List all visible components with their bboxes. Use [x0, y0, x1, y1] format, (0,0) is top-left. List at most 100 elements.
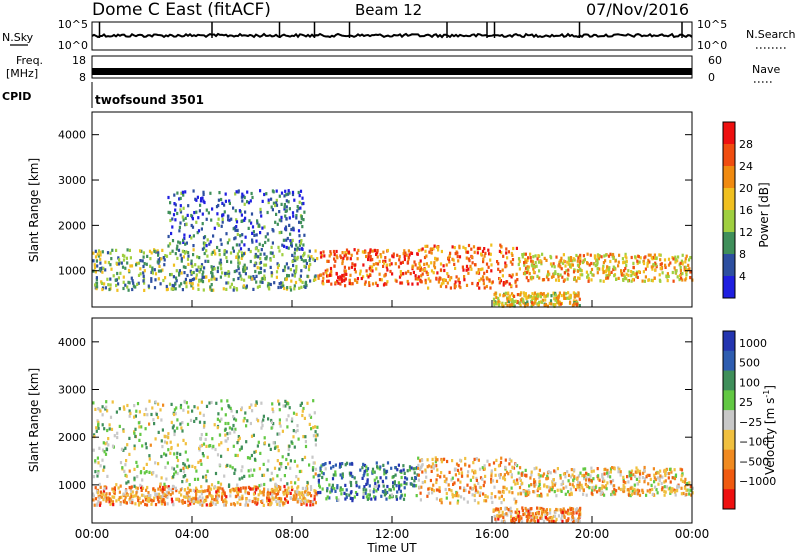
radar-cell: [576, 263, 580, 267]
radar-cell: [540, 511, 544, 515]
radar-cell: [671, 270, 674, 275]
radar-cell: [191, 217, 194, 221]
radar-cell: [238, 495, 241, 500]
radar-cell: [98, 482, 101, 486]
radar-cell: [604, 467, 607, 471]
radar-cell: [633, 483, 636, 487]
radar-cell: [273, 281, 276, 285]
radar-cell: [292, 214, 295, 218]
radar-cell: [148, 454, 151, 458]
radar-cell: [440, 501, 443, 505]
radar-cell: [105, 492, 108, 496]
radar-cell: [191, 225, 195, 229]
radar-cell: [430, 251, 433, 255]
radar-cell: [94, 407, 97, 411]
radar-cell: [550, 519, 553, 524]
radar-cell: [158, 496, 161, 500]
radar-cell: [666, 272, 669, 276]
radar-cell: [308, 264, 311, 268]
radar-cell: [272, 229, 275, 233]
radar-cell: [553, 304, 556, 308]
radar-cell: [571, 259, 574, 263]
radar-cell: [464, 456, 467, 461]
radar-cell: [167, 448, 170, 452]
radar-cell: [450, 489, 453, 493]
radar-cell: [568, 493, 571, 497]
radar-cell: [384, 272, 387, 276]
radar-cell: [536, 274, 539, 278]
radar-cell: [680, 276, 683, 280]
radar-cell: [167, 432, 170, 436]
radar-cell: [374, 481, 377, 486]
radar-cell: [596, 254, 599, 258]
radar-cell: [669, 490, 672, 494]
radar-cell: [502, 304, 505, 308]
radar-cell: [373, 485, 376, 489]
radar-cell: [367, 493, 370, 497]
radar-cell: [206, 455, 209, 459]
radar-cell: [225, 250, 228, 254]
radar-cell: [206, 469, 209, 473]
radar-cell: [122, 499, 125, 503]
radar-cell: [141, 444, 144, 448]
radar-cell: [285, 277, 288, 282]
radar-cell: [375, 484, 379, 488]
radar-cell: [209, 503, 212, 507]
radar-cell: [479, 486, 482, 490]
radar-cell: [504, 261, 507, 265]
radar-cell: [487, 248, 490, 252]
radar-cell: [418, 459, 422, 463]
radar-cell: [229, 488, 232, 493]
radar-cell: [157, 251, 160, 255]
radar-cell: [199, 444, 202, 448]
radar-cell: [151, 268, 154, 272]
radar-cell: [263, 263, 266, 267]
radar-cell: [494, 467, 497, 472]
radar-cell: [140, 425, 143, 429]
radar-cell: [330, 466, 333, 470]
radar-cell: [431, 457, 434, 461]
radar-cell: [233, 269, 236, 274]
radar-cell: [320, 464, 323, 468]
radar-cell: [614, 259, 617, 263]
radar-cell: [314, 472, 317, 476]
radar-cell: [293, 198, 296, 202]
radar-cell: [551, 483, 554, 487]
radar-cell: [334, 281, 337, 285]
radar-cell: [215, 494, 218, 498]
radar-cell: [330, 489, 333, 493]
radar-cell: [335, 496, 338, 500]
radar-cell: [193, 497, 196, 501]
time-x-axis: 00:00 04:00 08:00 12:00 16:00 20:00 00:00: [75, 300, 709, 541]
radar-cell: [99, 250, 102, 254]
radar-cell: [202, 190, 205, 194]
radar-cell: [524, 468, 527, 472]
radar-cell: [535, 466, 538, 470]
radar-cell: [566, 260, 569, 264]
radar-cell: [213, 249, 216, 253]
radar-cell: [252, 230, 255, 234]
radar-cell: [565, 519, 568, 523]
radar-cell: [511, 491, 514, 495]
radar-cell: [460, 495, 463, 499]
radar-cell: [221, 217, 224, 221]
radar-cell: [469, 264, 472, 268]
radar-cell: [249, 275, 252, 279]
radar-cell: [337, 498, 340, 502]
radar-cell: [677, 485, 680, 489]
radar-cell: [456, 501, 459, 505]
radar-cell: [461, 265, 464, 269]
radar-cell: [372, 262, 375, 267]
radar-cell: [482, 257, 485, 261]
radar-cell: [582, 467, 585, 471]
radar-cell: [546, 474, 549, 478]
radar-cell: [202, 413, 205, 417]
radar-cell: [569, 475, 573, 479]
radar-cell: [242, 194, 245, 198]
radar-cell: [107, 443, 110, 447]
radar-cell: [167, 234, 170, 239]
radar-cell: [468, 490, 471, 494]
radar-cell: [100, 269, 103, 273]
radar-cell: [181, 249, 184, 253]
radar-cell: [191, 499, 194, 504]
